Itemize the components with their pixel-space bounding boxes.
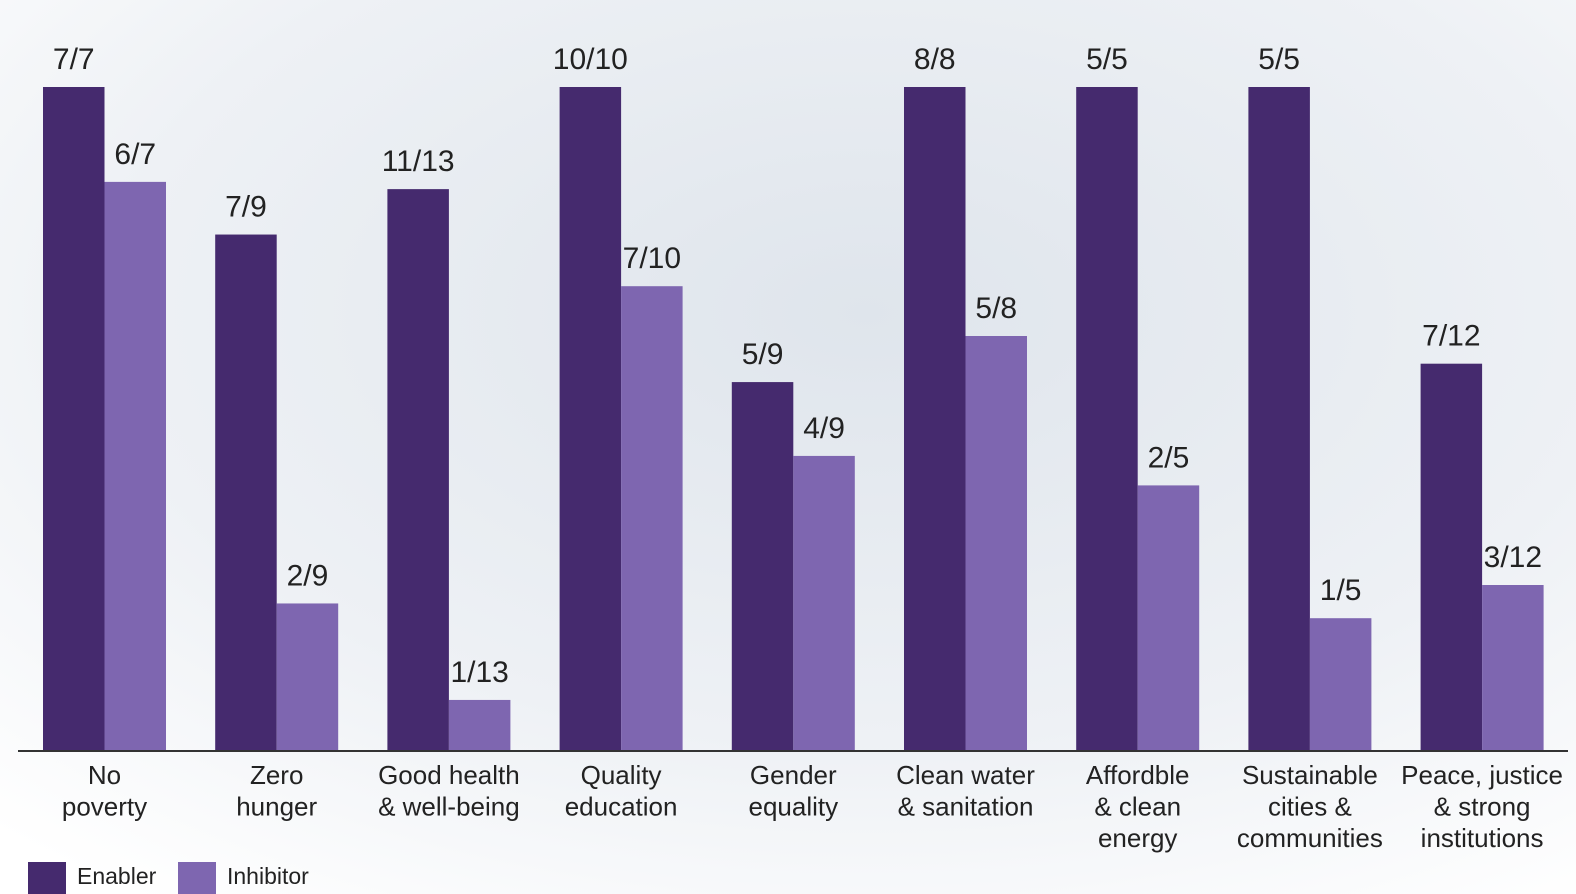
value-label: 4/9 <box>803 412 845 445</box>
x-tick-label-line: No <box>88 760 121 790</box>
x-tick-label: Sustainable cities & communities <box>1237 760 1383 853</box>
legend-swatch <box>178 862 216 894</box>
bar <box>1137 485 1200 751</box>
x-tick-label-line: equality <box>748 791 838 821</box>
x-tick-label-line: Zero <box>250 760 303 790</box>
bar <box>1420 363 1483 751</box>
legend-label: Inhibitor <box>227 863 309 889</box>
legend-swatch <box>28 862 66 894</box>
x-tick-label: Quality education <box>565 760 678 822</box>
bar <box>276 603 339 751</box>
bar <box>1482 585 1544 751</box>
x-tick-label: No poverty <box>62 760 147 822</box>
x-tick-label-line: Good health <box>378 760 520 790</box>
x-tick-label-line: Sustainable <box>1242 760 1378 790</box>
value-label: 2/5 <box>1148 441 1190 474</box>
x-tick-label-line: hunger <box>236 791 317 821</box>
x-tick-label-line: & well-being <box>378 791 520 821</box>
value-label: 7/10 <box>623 242 681 275</box>
x-tick-label: Gender equality <box>748 760 838 822</box>
x-tick-label-line: Quality <box>581 760 662 790</box>
x-tick-label-line: energy <box>1098 823 1178 853</box>
x-tick-label-line: institutions <box>1421 823 1544 853</box>
legend-label: Enabler <box>77 863 157 889</box>
x-tick-label-line: & strong <box>1434 791 1531 821</box>
value-label: 8/8 <box>914 43 956 76</box>
value-label: 5/9 <box>742 338 784 371</box>
value-label: 1/13 <box>450 656 508 689</box>
x-tick-label-line: Gender <box>750 760 837 790</box>
x-tick-label-line: poverty <box>62 791 147 821</box>
bar <box>621 286 683 751</box>
value-label: 7/7 <box>53 43 95 76</box>
x-tick-label: Clean water & sanitation <box>896 760 1035 822</box>
x-tick-label-line: communities <box>1237 823 1383 853</box>
value-label: 7/12 <box>1422 320 1480 353</box>
value-label: 6/7 <box>114 138 156 171</box>
bar <box>104 181 166 751</box>
bar <box>731 382 794 751</box>
bar <box>387 189 449 752</box>
bar <box>965 336 1027 751</box>
bar <box>1248 87 1310 751</box>
value-label: 2/9 <box>287 559 329 592</box>
bar <box>559 87 622 751</box>
bar <box>215 234 277 752</box>
x-tick-label: Good health & well-being <box>378 760 520 822</box>
x-tick-label-line: Clean water <box>896 760 1035 790</box>
value-label: 5/8 <box>975 292 1017 325</box>
bar <box>1309 618 1372 751</box>
value-label: 7/9 <box>225 190 267 223</box>
value-label: 11/13 <box>382 145 455 178</box>
x-tick-label: Affordble & clean energy <box>1086 760 1190 853</box>
value-label: 5/5 <box>1086 43 1128 76</box>
value-label: 1/5 <box>1320 574 1362 607</box>
x-tick-label-line: & sanitation <box>898 791 1034 821</box>
x-tick-label: Zero hunger <box>236 760 317 822</box>
value-label: 5/5 <box>1258 43 1300 76</box>
bar <box>448 699 511 751</box>
bar <box>793 455 855 751</box>
x-tick-label-line: education <box>565 791 678 821</box>
bar <box>1076 87 1138 751</box>
x-tick-label-line: Affordble <box>1086 760 1190 790</box>
bar <box>904 87 966 751</box>
value-label: 3/12 <box>1484 541 1542 574</box>
x-tick-label-line: cities & <box>1268 791 1352 821</box>
x-tick-label: Peace, justice & strong institutions <box>1401 760 1563 853</box>
bar <box>43 87 105 751</box>
x-tick-label-line: & clean <box>1094 791 1181 821</box>
value-label: 10/10 <box>553 43 628 76</box>
x-tick-label-line: Peace, justice <box>1401 760 1563 790</box>
